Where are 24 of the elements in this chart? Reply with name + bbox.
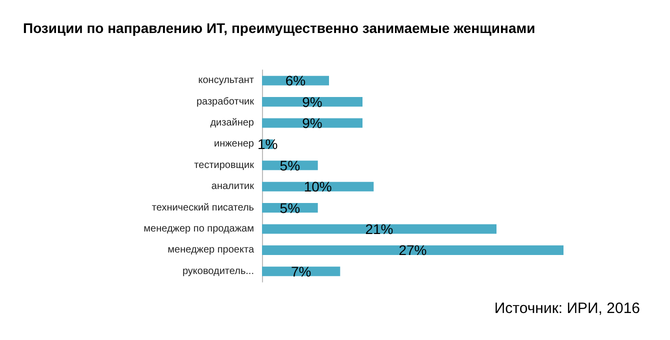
data-label: 9%	[302, 94, 322, 110]
y-tick-label: руководитель...	[182, 266, 254, 277]
chart-title: Позиции по направлению ИТ, преимущественно занимаемые женщинами	[23, 20, 536, 36]
y-tick-label: инженер	[214, 138, 254, 150]
y-tick-label: менеджер по продажам	[144, 224, 254, 234]
y-tick-label: аналитик	[211, 181, 255, 192]
data-label: 7%	[290, 263, 312, 280]
bar	[262, 245, 564, 255]
y-tick-label: тестировщик	[194, 160, 255, 171]
data-label: 10%	[304, 178, 332, 195]
data-label: 5%	[280, 200, 300, 216]
data-label: 9%	[302, 115, 322, 131]
y-tick-label: разработчик	[196, 96, 255, 108]
y-tick-label: дизайнер	[210, 118, 254, 128]
data-label: 21%	[365, 221, 394, 237]
y-tick-label: консультант	[198, 75, 254, 86]
data-label: 6%	[285, 72, 306, 89]
bar	[262, 224, 496, 234]
y-tick-label: менеджер проекта	[168, 244, 254, 256]
data-label: 27%	[398, 242, 427, 258]
data-label: 5%	[280, 157, 300, 174]
text: Источник: ИРИ, 2016	[494, 300, 640, 317]
y-tick-label: технический писатель	[152, 202, 254, 214]
bar	[262, 118, 362, 128]
